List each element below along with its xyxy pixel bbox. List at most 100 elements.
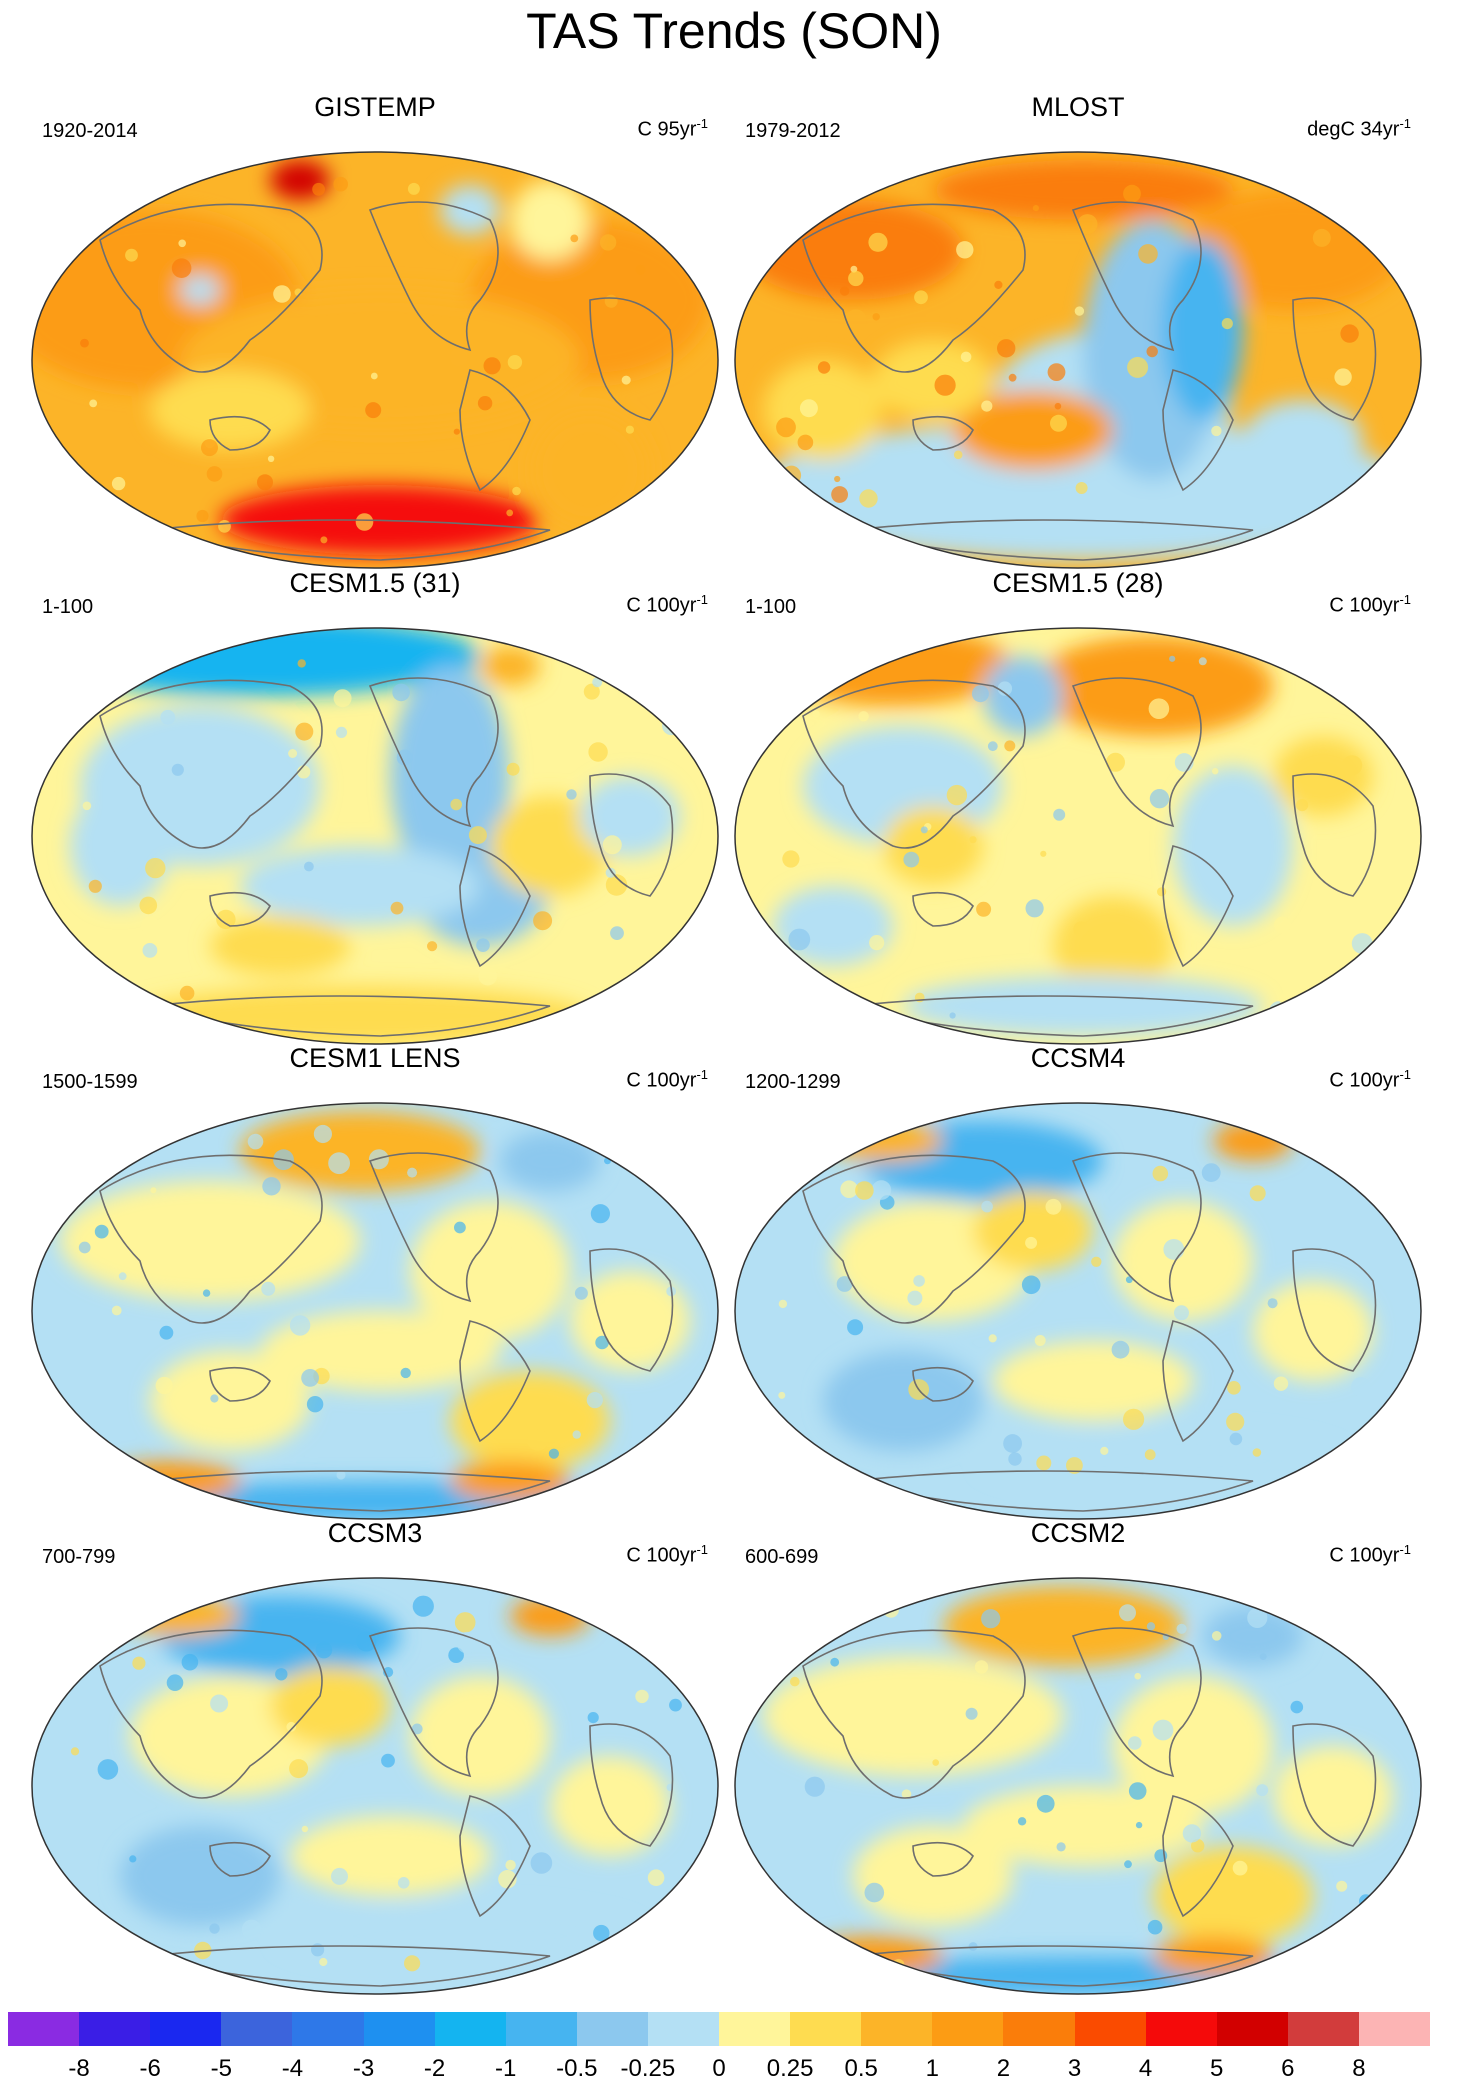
trend-speckle <box>981 1609 1001 1629</box>
colorbar-swatch <box>1145 2012 1218 2046</box>
coastline <box>802 1154 1026 1324</box>
trend-speckle <box>125 248 138 262</box>
trend-speckle <box>118 1272 127 1281</box>
trend-speckle <box>262 1177 281 1196</box>
trend-speckle <box>1198 657 1207 666</box>
trend-speckle <box>590 1204 611 1224</box>
coastline <box>459 1795 531 1918</box>
trend-speckle <box>1347 651 1358 663</box>
trend-speckle <box>836 1276 853 1292</box>
trend-speckle <box>241 1919 262 1940</box>
world-map <box>734 627 1422 1045</box>
trend-speckle <box>586 1392 603 1409</box>
trend-speckle <box>1149 789 1170 809</box>
trend-speckle <box>368 1149 389 1170</box>
coastline <box>802 1629 1026 1799</box>
trend-region <box>953 390 1113 470</box>
trend-speckle <box>1340 324 1359 343</box>
trend-region <box>290 1816 490 1896</box>
trend-speckle <box>840 1180 858 1198</box>
trend-speckle <box>70 1747 80 1756</box>
coastline <box>149 1945 551 1987</box>
panel-period: 1920-2014 <box>42 120 138 142</box>
trend-speckle <box>390 901 404 915</box>
trend-speckle <box>847 1319 864 1336</box>
trend-speckle <box>790 1676 800 1687</box>
trend-region <box>410 1201 570 1341</box>
trend-speckle <box>216 909 236 930</box>
colorbar-tick-label: 0.25 <box>766 2055 814 2082</box>
trend-speckle <box>956 241 974 259</box>
trend-speckle <box>997 681 1013 696</box>
trend-speckle <box>637 415 657 435</box>
trend-speckle <box>1273 1376 1289 1391</box>
trend-speckle <box>583 683 600 700</box>
trend-region <box>450 1461 570 1501</box>
trend-speckle <box>1138 244 1158 264</box>
trend-speckle <box>1134 1672 1141 1680</box>
panel-units: degC 34yr-1 <box>1307 116 1411 141</box>
trend-speckle <box>934 374 956 396</box>
trend-speckle <box>498 1870 517 1889</box>
trend-speckle <box>920 826 928 834</box>
trend-speckle <box>1077 214 1098 235</box>
coastline <box>1162 1795 1234 1918</box>
trend-speckle <box>267 455 275 462</box>
trend-region <box>490 796 610 896</box>
trend-speckle <box>530 1852 553 1874</box>
trend-speckle <box>139 896 158 915</box>
map-panel: CCSM2 600-699 C 100yr-1 <box>733 1518 1423 1995</box>
trend-region <box>510 1596 590 1636</box>
trend-speckle <box>1119 1604 1136 1622</box>
panel-title: CCSM4 <box>1030 1043 1126 1073</box>
trend-speckle <box>574 1286 588 1300</box>
trend-speckle <box>111 1305 122 1316</box>
trend-speckle <box>289 1759 309 1779</box>
map-border <box>734 1102 1422 1520</box>
trend-speckle <box>311 1224 330 1243</box>
trend-speckle <box>201 439 218 457</box>
trend-speckle <box>969 836 977 844</box>
world-map <box>734 151 1422 569</box>
trend-speckle <box>397 1877 410 1889</box>
trend-speckle <box>304 861 314 872</box>
trend-speckle <box>834 475 841 483</box>
trend-speckle <box>997 339 1016 358</box>
trend-speckle <box>533 911 553 931</box>
trend-speckle <box>178 239 186 248</box>
trend-region <box>803 1936 943 1976</box>
trend-speckle <box>1054 402 1062 410</box>
coastline <box>912 1366 974 1402</box>
trend-speckle <box>1128 1782 1147 1800</box>
colorbar-swatch <box>150 2012 222 2046</box>
panel-units: C 95yr-1 <box>637 116 708 141</box>
trend-speckle <box>864 1882 885 1903</box>
trend-region <box>773 886 893 966</box>
trend-region <box>1273 736 1373 816</box>
trend-region <box>1113 1676 1273 1816</box>
trend-speckle <box>946 784 968 806</box>
colorbar-tick-label: -4 <box>281 2055 304 2082</box>
trend-speckle <box>1128 1736 1142 1750</box>
trend-speckle <box>454 1612 476 1633</box>
trend-region <box>240 846 480 926</box>
trend-speckle <box>981 400 993 412</box>
trend-speckle <box>171 763 184 776</box>
trend-speckle <box>640 518 648 527</box>
trend-speckle <box>166 1674 184 1691</box>
trend-speckle <box>266 795 283 812</box>
trend-speckle <box>120 182 135 198</box>
trend-speckle <box>313 1124 332 1144</box>
trend-speckle <box>1163 1239 1185 1260</box>
trend-speckle <box>845 651 864 670</box>
trend-speckle <box>261 1281 276 1296</box>
trend-speckle <box>1100 1446 1109 1455</box>
trend-speckle <box>1280 353 1300 373</box>
trend-speckle <box>855 1181 874 1200</box>
trend-speckle <box>847 1133 857 1143</box>
trend-speckle <box>1229 1432 1243 1446</box>
trend-speckle <box>1106 752 1125 772</box>
trend-speckle <box>1003 1434 1022 1453</box>
coastline <box>209 415 271 451</box>
trend-speckle <box>150 1187 157 1194</box>
